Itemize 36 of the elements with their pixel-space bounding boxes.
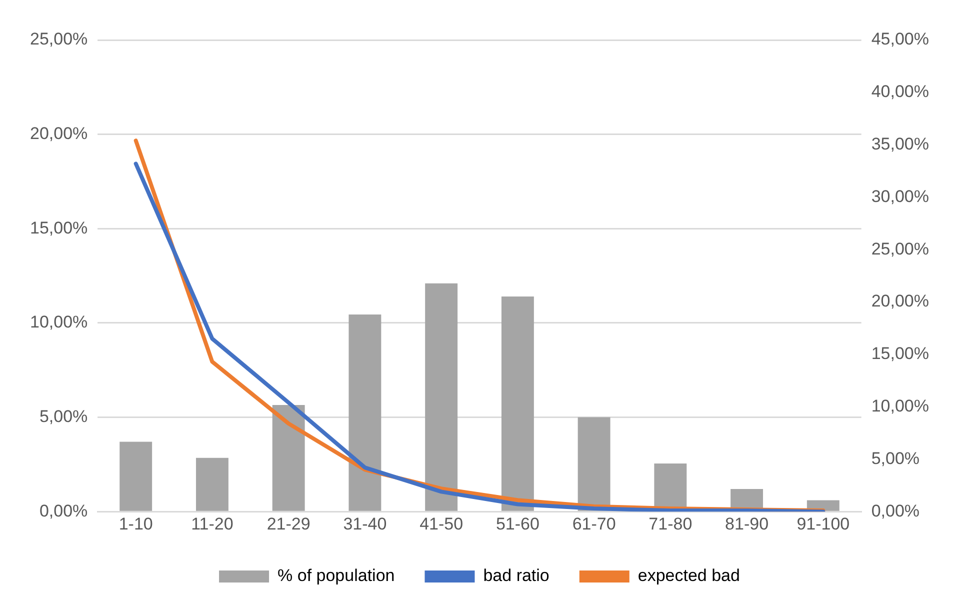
x-tick-label: 1-10	[118, 514, 153, 534]
bar	[578, 417, 610, 511]
x-tick-label: 51-60	[496, 514, 540, 534]
x-tick-label: 31-40	[343, 514, 387, 534]
y-tick-label: 15,00%	[30, 218, 88, 238]
legend-label: % of population	[278, 566, 395, 586]
y2-tick-label: 15,00%	[871, 344, 930, 364]
y2-tick-label: 35,00%	[871, 134, 930, 154]
y-tick-label: 5,00%	[39, 406, 88, 426]
x-tick-label: 71-80	[648, 514, 692, 534]
y2-tick-label: 45,00%	[871, 30, 930, 49]
y2-tick-label: 40,00%	[871, 82, 930, 102]
x-tick-label: 11-20	[191, 514, 234, 534]
y-tick-label: 20,00%	[30, 124, 88, 144]
x-tick-label: 21-29	[266, 514, 310, 534]
x-tick-label: 91-100	[796, 514, 850, 534]
bar	[501, 296, 534, 511]
bar	[348, 314, 382, 511]
bar	[425, 283, 458, 511]
x-tick-label: 61-70	[572, 514, 616, 534]
y2-tick-label: 5,00%	[871, 448, 920, 468]
bar	[120, 442, 152, 511]
y-tick-label: 25,00%	[30, 30, 88, 49]
y2-tick-label: 10,00%	[871, 396, 930, 416]
y2-tick-label: 25,00%	[871, 239, 930, 258]
x-tick-label: 41-50	[420, 514, 464, 534]
y2-tick-label: 20,00%	[871, 292, 930, 311]
y2-tick-label: 30,00%	[871, 186, 930, 206]
y-tick-label: 0,00%	[39, 501, 88, 520]
y2-tick-label: 0,00%	[871, 501, 920, 520]
bar	[272, 405, 305, 511]
y-tick-label: 10,00%	[30, 312, 88, 332]
x-tick-label: 81-90	[725, 514, 769, 534]
legend-label: expected bad	[638, 566, 740, 586]
legend-label: bad ratio	[483, 566, 550, 586]
bar	[196, 458, 228, 511]
